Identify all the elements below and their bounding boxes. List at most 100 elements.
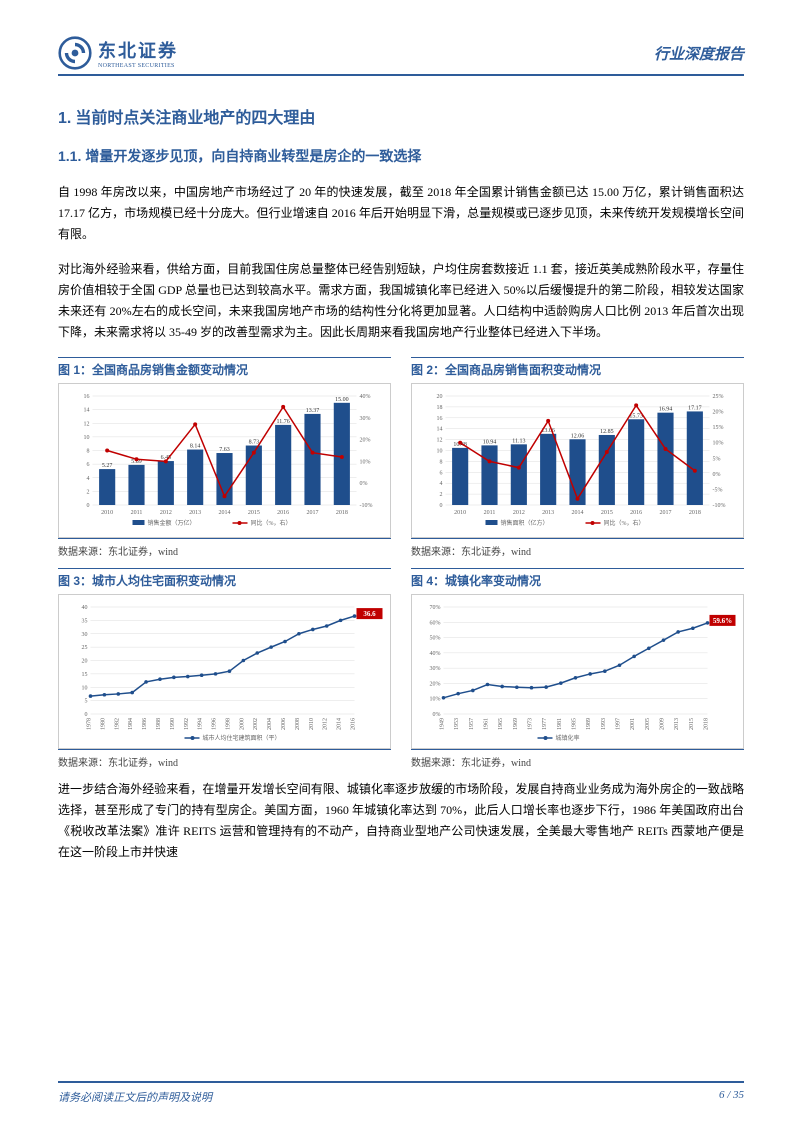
svg-text:25%: 25% [713, 394, 724, 400]
paragraph-1: 自 1998 年房改以来，中国房地产市场经过了 20 年的快速发展，截至 201… [58, 182, 744, 245]
svg-text:8.73: 8.73 [249, 440, 259, 446]
svg-text:10: 10 [84, 435, 90, 441]
logo: 东北证券 NORTHEAST SECURITIES [58, 36, 178, 70]
svg-text:1990: 1990 [170, 718, 176, 730]
section-heading-1: 1.当前时点关注商业地产的四大理由 [58, 104, 744, 128]
svg-text:2015: 2015 [248, 510, 260, 516]
svg-text:1980: 1980 [100, 718, 106, 730]
svg-text:2012: 2012 [323, 718, 329, 730]
svg-text:0: 0 [87, 503, 90, 509]
svg-text:1965: 1965 [498, 718, 504, 730]
svg-text:10: 10 [437, 449, 443, 455]
svg-text:1949: 1949 [440, 718, 446, 730]
chart-1-svg: 0246810121416-10%0%10%20%30%40%5.2720105… [63, 388, 386, 533]
svg-text:2002: 2002 [253, 718, 259, 730]
svg-text:25: 25 [82, 645, 88, 651]
svg-text:1981: 1981 [557, 718, 563, 730]
svg-text:10%: 10% [430, 697, 441, 703]
svg-text:17.17: 17.17 [688, 405, 702, 411]
chart-1-source: 数据来源：东北证券，wind [58, 538, 391, 558]
svg-text:2: 2 [87, 489, 90, 495]
svg-text:1994: 1994 [198, 718, 204, 730]
svg-text:1973: 1973 [528, 718, 534, 730]
svg-text:2018: 2018 [336, 510, 348, 516]
svg-text:4: 4 [440, 481, 443, 487]
chart-4-svg: 0%10%20%30%40%50%60%70%19491953195719611… [416, 599, 739, 744]
svg-text:1993: 1993 [601, 718, 607, 730]
svg-text:10.94: 10.94 [483, 439, 497, 445]
svg-text:50%: 50% [430, 636, 441, 642]
paragraph-3: 进一步结合海外经验来看，在增量开发增长空间有限、城镇化率逐步放缓的市场阶段，发展… [58, 779, 744, 863]
svg-text:2013: 2013 [674, 718, 680, 730]
chart-4-title: 图 4：城镇化率变动情况 [411, 568, 744, 594]
logo-text-cn: 东北证券 [98, 37, 178, 63]
svg-text:1988: 1988 [156, 718, 162, 730]
svg-text:1961: 1961 [484, 718, 490, 730]
svg-text:销售金额（万亿）: 销售金额（万亿） [148, 519, 196, 527]
svg-text:1997: 1997 [616, 718, 622, 730]
svg-text:0%: 0% [713, 472, 721, 478]
svg-text:2010: 2010 [454, 510, 466, 516]
svg-text:0%: 0% [360, 481, 368, 487]
svg-text:2015: 2015 [689, 718, 695, 730]
svg-text:5%: 5% [713, 456, 721, 462]
svg-text:1985: 1985 [572, 718, 578, 730]
chart-1-title: 图 1：全国商品房销售金额变动情况 [58, 357, 391, 383]
svg-text:12.06: 12.06 [571, 433, 585, 439]
svg-text:6: 6 [87, 462, 90, 468]
svg-text:-5%: -5% [713, 487, 723, 493]
svg-text:60%: 60% [430, 620, 441, 626]
svg-text:12: 12 [437, 438, 443, 444]
page-number: 6 / 35 [719, 1089, 744, 1105]
svg-text:2014: 2014 [337, 718, 343, 730]
svg-text:2010: 2010 [101, 510, 113, 516]
svg-text:同比（%，右）: 同比（%，右） [604, 519, 645, 527]
svg-text:59.6%: 59.6% [713, 617, 732, 625]
svg-text:0%: 0% [433, 712, 441, 718]
svg-text:11.13: 11.13 [512, 438, 525, 444]
svg-text:13.37: 13.37 [306, 408, 320, 414]
svg-text:14: 14 [84, 408, 90, 414]
svg-text:15.00: 15.00 [335, 397, 349, 403]
h1-number: 1. [58, 110, 71, 127]
h2-number: 1.1. [58, 148, 81, 164]
svg-text:40%: 40% [360, 394, 371, 400]
chart-2: 图 2：全国商品房销售面积变动情况 02468101214161820-10%-… [411, 357, 744, 558]
h1-text: 当前时点关注商业地产的四大理由 [75, 110, 315, 127]
svg-text:30%: 30% [360, 416, 371, 422]
svg-text:-10%: -10% [713, 503, 726, 509]
svg-text:15: 15 [82, 672, 88, 678]
svg-text:2012: 2012 [513, 510, 525, 516]
svg-text:2011: 2011 [484, 510, 496, 516]
page-header: 东北证券 NORTHEAST SECURITIES 行业深度报告 [58, 0, 744, 76]
svg-text:10%: 10% [713, 441, 724, 447]
svg-text:1953: 1953 [454, 718, 460, 730]
svg-text:0: 0 [440, 503, 443, 509]
svg-text:1989: 1989 [586, 718, 592, 730]
svg-text:2009: 2009 [660, 718, 666, 730]
svg-text:2000: 2000 [239, 718, 245, 730]
svg-text:5.27: 5.27 [102, 463, 113, 469]
svg-text:2001: 2001 [630, 718, 636, 730]
section-heading-2: 1.1.增量开发逐步见顶，向自持商业转型是房企的一致选择 [58, 146, 744, 166]
svg-text:4: 4 [87, 476, 90, 482]
svg-text:1978: 1978 [87, 718, 93, 730]
svg-text:2004: 2004 [267, 718, 273, 730]
chart-4-source: 数据来源：东北证券，wind [411, 749, 744, 769]
svg-text:5: 5 [85, 699, 88, 705]
chart-3-title: 图 3：城市人均住宅面积变动情况 [58, 568, 391, 594]
svg-text:2016: 2016 [351, 718, 357, 730]
svg-text:8: 8 [87, 449, 90, 455]
svg-text:2005: 2005 [645, 718, 651, 730]
svg-text:20: 20 [82, 659, 88, 665]
svg-text:2018: 2018 [704, 718, 710, 730]
chart-1: 图 1：全国商品房销售金额变动情况 0246810121416-10%0%10%… [58, 357, 391, 558]
svg-text:2016: 2016 [630, 510, 642, 516]
chart-4: 图 4：城镇化率变动情况 0%10%20%30%40%50%60%70%1949… [411, 568, 744, 769]
paragraph-2: 对比海外经验来看，供给方面，目前我国住房总量整体已经告别短缺，户均住房套数接近 … [58, 259, 744, 343]
logo-text-en: NORTHEAST SECURITIES [98, 63, 178, 69]
svg-text:36.6: 36.6 [363, 610, 376, 618]
chart-3-source: 数据来源：东北证券，wind [58, 749, 391, 769]
svg-text:销售面积（亿方）: 销售面积（亿方） [501, 519, 549, 527]
report-type: 行业深度报告 [654, 43, 744, 64]
